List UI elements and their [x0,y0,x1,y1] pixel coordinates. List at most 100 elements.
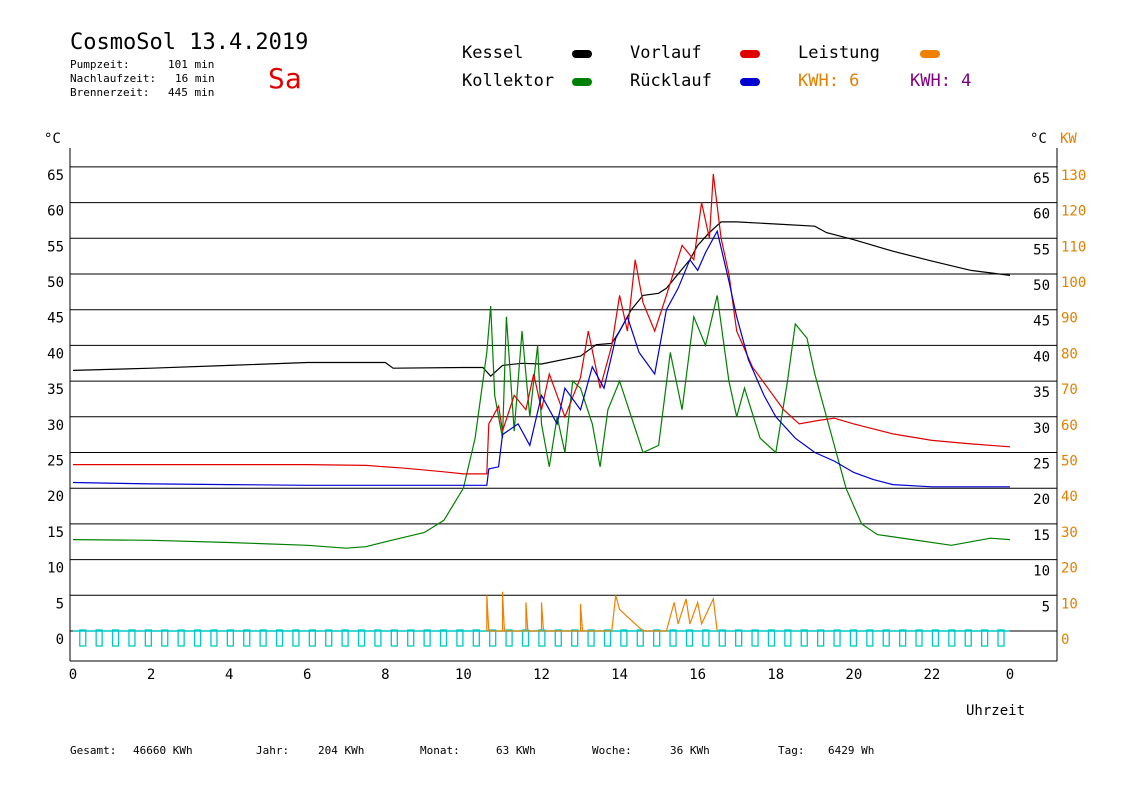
pump-marker [423,629,431,647]
pump-marker [587,629,595,647]
pump-marker [111,629,120,647]
y-left-tick-label: 55 [47,239,64,255]
x-tick-label: 10 [455,667,472,683]
pump-marker [816,629,825,647]
footer-monat-value: 63 KWh [496,744,536,757]
legend-kollektor-label: Kollektor [462,71,555,91]
y-left-tick-label: 0 [56,632,64,648]
y-right-kw-tick-label: 70 [1061,382,1078,398]
pump-marker [521,629,530,647]
x-tick-label: 22 [923,667,940,683]
legend-ruecklauf-label: Rücklauf [630,71,712,91]
legend-leistung-label: Leistung [798,43,880,63]
pump-marker [898,629,907,647]
y-left-unit: °C [44,131,61,147]
legend-vorlauf-swatch [740,50,760,58]
y-right-kw-tick-label: 90 [1061,311,1078,327]
pump-marker [505,629,513,647]
footer-tag-value: 6429 Wh [828,744,875,757]
pump-marker [144,629,153,647]
pump-marker [948,629,956,647]
pump-marker [882,629,890,647]
pump-marker [849,629,858,647]
y-right-kw-tick-label: 20 [1061,561,1078,577]
y-right-temp-tick-label: 45 [1033,314,1050,330]
pumpzeit-value: 101 min [168,58,215,71]
legend-kollektor-swatch [572,78,592,86]
pump-marker [210,629,218,647]
pump-marker [620,629,628,647]
y-left-tick-label: 65 [47,168,64,184]
y-right-kw-tick-label: 50 [1061,454,1078,470]
y-right-kw-tick-label: 0 [1061,632,1069,648]
series-ruecklauf [72,229,1010,488]
y-right-temp-tick-label: 40 [1033,349,1050,365]
nachlaufzeit-label: Nachlaufzeit: [70,72,157,85]
series-kessel [72,221,1011,377]
x-tick-label: 0 [1006,667,1014,683]
pump-marker [243,629,251,647]
legend-kwh-a: KWH: 6 [798,71,860,91]
footer-jahr-value: 204 KWh [318,744,365,757]
x-tick-label: 0 [69,667,77,683]
series-kollektor [72,295,1011,549]
pump-marker [472,629,480,647]
x-tick-label: 16 [689,667,706,683]
y-left-tick-label: 45 [47,311,64,327]
y-right-temp-tick-label: 5 [1042,599,1050,615]
x-tick-label: 8 [381,667,389,683]
pumpzeit-label: Pumpzeit: [70,58,130,71]
y-right-kw-tick-label: 30 [1061,525,1078,541]
y-right-temp-tick-label: 25 [1033,457,1050,473]
pump-marker [456,629,464,647]
pump-marker [177,629,185,647]
y-right-kw-tick-label: 100 [1061,275,1086,291]
brennerzeit-label: Brennerzeit: [70,86,150,99]
x-tick-label: 14 [611,667,628,683]
footer-woche-value: 36 KWh [670,744,710,757]
pump-marker [980,629,989,647]
y-right-temp-tick-label: 15 [1033,528,1050,544]
y-right-kw-tick-label: 120 [1061,204,1086,220]
pump-marker [915,629,923,647]
footer-woche-label: Woche: [592,744,632,757]
y-right-kw-unit: KW [1060,131,1077,147]
x-tick-label: 4 [225,667,233,683]
pump-marker [226,629,234,647]
x-tick-label: 6 [303,667,311,683]
pump-marker [259,629,267,647]
pump-marker [767,629,776,647]
y-left-tick-label: 20 [47,489,64,505]
y-right-temp-tick-label: 35 [1033,385,1050,401]
footer-gesamt-value: 46660 KWh [133,744,193,757]
pump-marker [931,629,940,647]
legend-kessel-label: Kessel [462,43,524,63]
pump-marker [357,629,366,647]
y-right-temp-tick-label: 10 [1033,564,1050,580]
y-left-tick-label: 30 [47,418,64,434]
y-right-kw-tick-label: 60 [1061,418,1078,434]
y-right-temp-tick-label: 30 [1033,421,1050,437]
y-right-temp-tick-label: 50 [1033,278,1050,294]
y-right-temp-tick-label: 20 [1033,492,1050,508]
pump-marker [833,629,841,647]
pump-marker [571,629,579,647]
series-leistung [486,591,718,632]
y-left-tick-label: 50 [47,275,64,291]
pump-marker [489,629,497,647]
x-tick-label: 12 [533,667,550,683]
pump-marker [308,629,316,647]
pump-marker [407,629,415,647]
legend-ruecklauf-swatch [740,78,760,86]
pump-marker [603,629,612,647]
series-vorlauf [73,173,1011,475]
y-left-tick-label: 10 [47,561,64,577]
y-right-kw-tick-label: 110 [1061,239,1086,255]
pump-marker [79,629,87,647]
pump-marker [325,629,333,647]
y-right-temp-tick-label: 55 [1033,242,1050,258]
pump-marker [193,629,202,647]
footer-gesamt-label: Gesamt: [70,744,117,757]
pump-marker [538,629,546,647]
